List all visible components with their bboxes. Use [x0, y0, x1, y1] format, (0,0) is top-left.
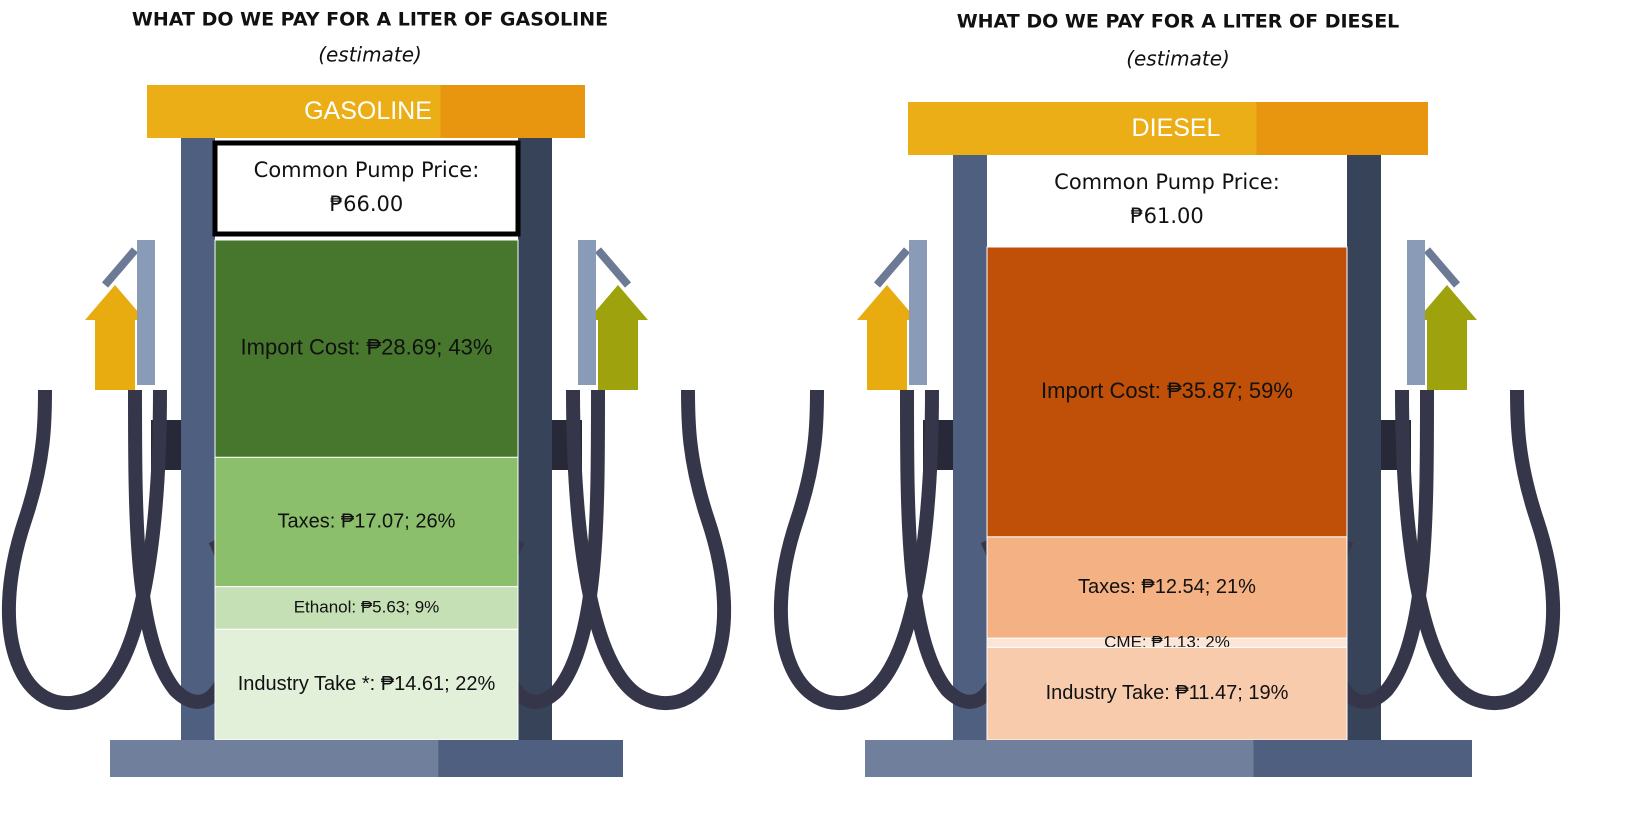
hose — [598, 250, 628, 285]
chart-subtitle: (estimate) — [318, 43, 422, 67]
pump-header-label: GASOLINE — [304, 97, 432, 125]
hose — [877, 250, 907, 285]
pump-post — [518, 138, 552, 740]
pump-header-label: DIESEL — [1132, 114, 1221, 142]
data-label: Taxes: ₱12.54; 21% — [1078, 576, 1256, 598]
pump-holster — [137, 240, 155, 385]
nozzle — [588, 285, 648, 390]
pump-panel: WHAT DO WE PAY FOR A LITER OF DIESEL (est… — [781, 11, 1553, 778]
price-box — [987, 155, 1347, 241]
pump-header-shade — [1256, 102, 1428, 155]
pump-post — [181, 138, 215, 740]
pump-holster — [1407, 240, 1425, 385]
price-box — [215, 143, 518, 234]
page: WHAT DO WE PAY FOR A LITER OF GASOLINE (e… — [0, 0, 1643, 815]
pump-base-shade — [1253, 740, 1472, 777]
nozzle — [1417, 285, 1477, 390]
infographic: WHAT DO WE PAY FOR A LITER OF GASOLINE (e… — [0, 0, 1643, 815]
data-label: Industry Take *: ₱14.61; 22% — [238, 673, 496, 695]
data-label: Ethanol: ₱5.63; 9% — [294, 597, 440, 616]
pump-panel: WHAT DO WE PAY FOR A LITER OF GASOLINE (e… — [9, 9, 724, 778]
pump-base-shade — [438, 740, 623, 777]
pump-post — [953, 155, 987, 740]
hose — [1427, 250, 1457, 285]
chart-subtitle: (estimate) — [1126, 47, 1230, 71]
pump-post — [1347, 155, 1381, 740]
price-value: ₱66.00 — [330, 192, 403, 216]
data-label: Taxes: ₱17.07; 26% — [278, 510, 456, 532]
data-label: Import Cost: ₱35.87; 59% — [1041, 378, 1293, 403]
hose — [105, 250, 135, 285]
price-value: ₱61.00 — [1130, 204, 1203, 228]
chart-title: WHAT DO WE PAY FOR A LITER OF DIESEL — [957, 11, 1400, 33]
pump-holster — [909, 240, 927, 385]
data-label: Import Cost: ₱28.69; 43% — [241, 334, 493, 359]
nozzle — [85, 285, 145, 390]
price-label: Common Pump Price: — [254, 158, 480, 182]
pump-holster — [578, 240, 596, 385]
chart-title: WHAT DO WE PAY FOR A LITER OF GASOLINE — [132, 9, 608, 31]
price-label: Common Pump Price: — [1054, 170, 1280, 194]
data-label: Industry Take: ₱11.47; 19% — [1046, 682, 1289, 704]
nozzle — [857, 285, 917, 390]
pump-header-shade — [440, 85, 585, 138]
